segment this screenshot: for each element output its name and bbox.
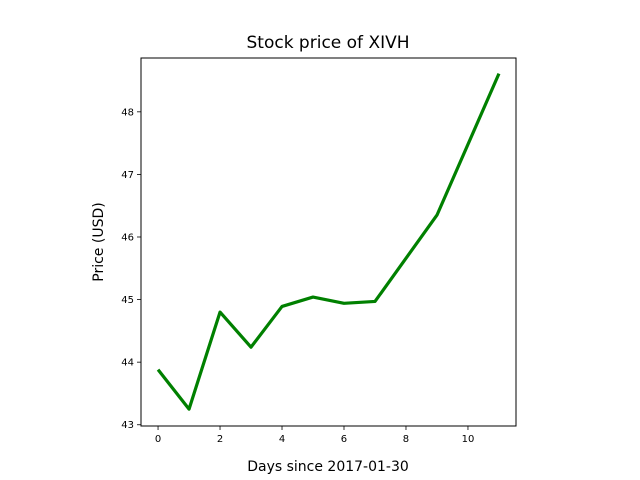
x-tick-label: 10 xyxy=(462,434,475,445)
y-tick-label: 46 xyxy=(121,232,134,243)
x-axis-label: Days since 2017-01-30 xyxy=(247,459,409,475)
plot-area xyxy=(156,73,501,411)
y-tick-label: 48 xyxy=(121,107,134,118)
y-tick-label: 43 xyxy=(121,420,134,431)
y-axis-label: Price (USD) xyxy=(91,202,107,281)
x-tick-label: 6 xyxy=(341,434,347,445)
price-series-line xyxy=(156,73,501,411)
y-tick-label: 44 xyxy=(121,358,134,369)
x-tick-label: 2 xyxy=(217,434,223,445)
y-tick-label: 45 xyxy=(121,295,134,306)
plot-frame xyxy=(140,57,517,427)
x-tick-label: 4 xyxy=(279,434,285,445)
chart-title: Stock price of XIVH xyxy=(246,33,409,53)
x-tick-label: 8 xyxy=(403,434,409,445)
x-tick-label: 0 xyxy=(155,434,161,445)
y-tick-label: 47 xyxy=(121,170,134,181)
